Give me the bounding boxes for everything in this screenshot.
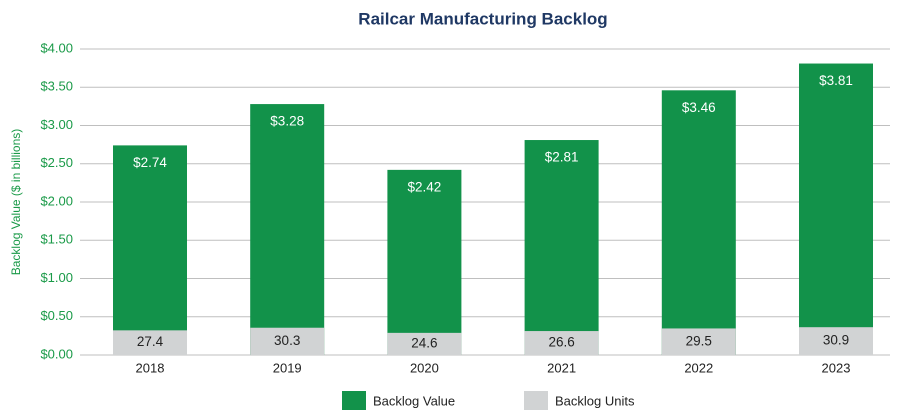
bar bbox=[799, 63, 873, 355]
bar bbox=[113, 145, 187, 355]
bar bbox=[524, 331, 599, 355]
value-label: $2.74 bbox=[133, 155, 167, 170]
chart-title: Railcar Manufacturing Backlog bbox=[358, 9, 607, 28]
bar bbox=[250, 327, 325, 355]
value-label: 30.3 bbox=[274, 333, 300, 348]
bar bbox=[387, 169, 462, 355]
bar bbox=[387, 332, 462, 355]
y-tick-label: $4.00 bbox=[40, 40, 73, 55]
y-tick-label: $0.00 bbox=[40, 346, 73, 361]
y-tick-label: $1.50 bbox=[40, 232, 73, 247]
x-tick-label: 2018 bbox=[136, 360, 165, 375]
y-tick-label: $2.00 bbox=[40, 193, 73, 208]
value-label: 30.9 bbox=[823, 333, 849, 348]
value-label: 26.6 bbox=[548, 335, 574, 350]
legend-label: Backlog Units bbox=[555, 393, 635, 408]
value-label: $3.81 bbox=[819, 73, 853, 88]
y-axis-label: Backlog Value ($ in billions) bbox=[9, 129, 23, 276]
y-tick-label: $1.00 bbox=[40, 270, 73, 285]
legend-swatch bbox=[342, 391, 366, 410]
x-tick-label: 2022 bbox=[684, 360, 713, 375]
value-label: 27.4 bbox=[137, 334, 164, 349]
bar bbox=[524, 140, 599, 355]
bar bbox=[250, 104, 325, 355]
value-label: 24.6 bbox=[411, 335, 437, 350]
x-tick-label: 2021 bbox=[547, 360, 576, 375]
x-tick-label: 2020 bbox=[410, 360, 439, 375]
legend-label: Backlog Value bbox=[373, 393, 455, 408]
value-label: 29.5 bbox=[686, 333, 712, 348]
value-label: $2.42 bbox=[408, 179, 442, 194]
y-tick-label: $3.00 bbox=[40, 117, 73, 132]
bar bbox=[661, 90, 736, 355]
bar bbox=[799, 327, 873, 355]
y-tick-label: $2.50 bbox=[40, 155, 73, 170]
value-label: $2.81 bbox=[545, 150, 579, 165]
bar bbox=[661, 328, 736, 355]
legend-swatch bbox=[524, 391, 548, 410]
x-tick-label: 2019 bbox=[273, 360, 302, 375]
y-tick-label: $0.50 bbox=[40, 308, 73, 323]
bar bbox=[113, 330, 187, 355]
y-tick-label: $3.50 bbox=[40, 79, 73, 94]
value-label: $3.28 bbox=[270, 114, 304, 129]
x-tick-label: 2023 bbox=[822, 360, 851, 375]
value-label: $3.46 bbox=[682, 100, 716, 115]
